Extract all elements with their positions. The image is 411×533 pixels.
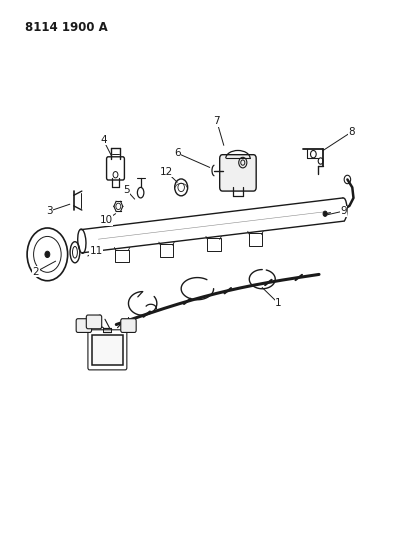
Text: 12: 12 — [159, 166, 173, 176]
Circle shape — [323, 211, 327, 216]
Text: 8: 8 — [348, 127, 355, 137]
Text: 5: 5 — [123, 185, 130, 195]
Text: 1: 1 — [275, 298, 282, 309]
Text: 4: 4 — [100, 135, 106, 145]
FancyBboxPatch shape — [220, 155, 256, 191]
Text: 9: 9 — [340, 206, 346, 216]
FancyBboxPatch shape — [92, 335, 123, 365]
FancyBboxPatch shape — [121, 319, 136, 333]
Text: 7: 7 — [214, 116, 220, 126]
Text: 10: 10 — [99, 215, 113, 225]
FancyBboxPatch shape — [86, 315, 102, 329]
Text: 2: 2 — [33, 267, 39, 277]
Text: 11: 11 — [90, 246, 103, 256]
Text: 3: 3 — [46, 206, 53, 216]
Text: 6: 6 — [174, 148, 180, 158]
FancyBboxPatch shape — [76, 319, 92, 333]
Circle shape — [45, 251, 50, 257]
Text: 8114 1900 A: 8114 1900 A — [25, 21, 108, 34]
